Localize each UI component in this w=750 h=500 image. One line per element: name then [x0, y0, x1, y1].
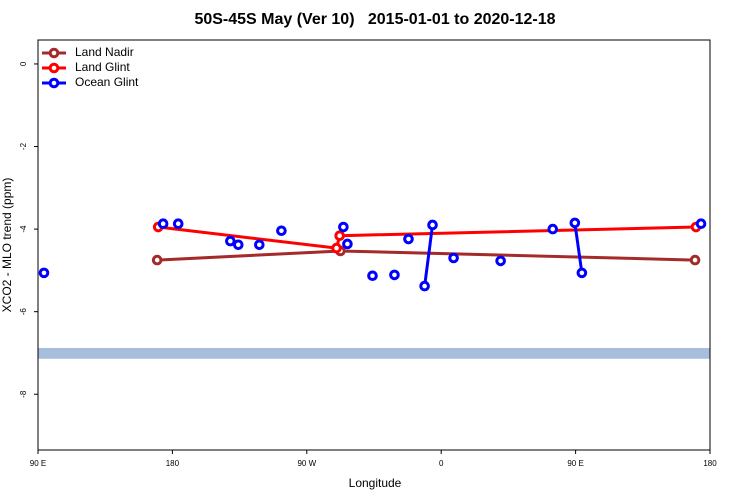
- y-tick-label: -6: [19, 308, 28, 316]
- point: [495, 255, 506, 267]
- point: [403, 233, 414, 245]
- x-tick-label: 90 W: [297, 459, 316, 468]
- point: [342, 238, 353, 250]
- y-tick-label: -4: [19, 225, 28, 233]
- point: [254, 239, 265, 251]
- legend-marker: [48, 62, 60, 74]
- point: [367, 270, 378, 282]
- point: [338, 221, 349, 233]
- legend-marker: [48, 47, 60, 59]
- point: [38, 267, 50, 279]
- legend-label: Ocean Glint: [75, 75, 139, 89]
- point: [389, 269, 400, 281]
- point: [419, 280, 430, 292]
- point: [427, 219, 438, 231]
- point: [334, 230, 345, 242]
- legend-marker: [48, 77, 60, 89]
- point: [225, 235, 236, 247]
- point: [448, 252, 459, 264]
- chart-title: 50S-45S May (Ver 10) 2015-01-01 to 2020-…: [194, 11, 555, 28]
- series-line: [423, 224, 435, 287]
- y-tick-label: -2: [19, 142, 28, 150]
- series-line: [157, 249, 696, 262]
- point: [695, 218, 707, 230]
- point: [331, 242, 342, 254]
- legend-label: Land Glint: [75, 60, 130, 74]
- point: [547, 223, 559, 235]
- y-tick-label: -8: [19, 390, 28, 398]
- x-tick-label: 180: [166, 459, 180, 468]
- legend-label: Land Nadir: [75, 45, 134, 59]
- band: [38, 348, 710, 359]
- x-axis-label: Longitude: [349, 476, 402, 490]
- x-tick-label: 90 E: [567, 459, 583, 468]
- series-line: [158, 225, 696, 250]
- plot-frame: [37, 39, 711, 451]
- series-line: [573, 222, 584, 274]
- point: [232, 239, 244, 251]
- point: [569, 217, 581, 229]
- point: [151, 254, 163, 266]
- point: [172, 218, 184, 230]
- y-axis-label: XCO2 - MLO trend (ppm): [0, 178, 14, 313]
- point: [157, 218, 169, 230]
- x-tick-label: 0: [439, 459, 444, 468]
- point: [576, 267, 588, 279]
- x-tick-label: 180: [703, 459, 717, 468]
- point: [276, 225, 287, 237]
- point: [689, 254, 701, 266]
- y-tick-label: 0: [19, 61, 28, 66]
- x-tick-label: 90 E: [30, 459, 46, 468]
